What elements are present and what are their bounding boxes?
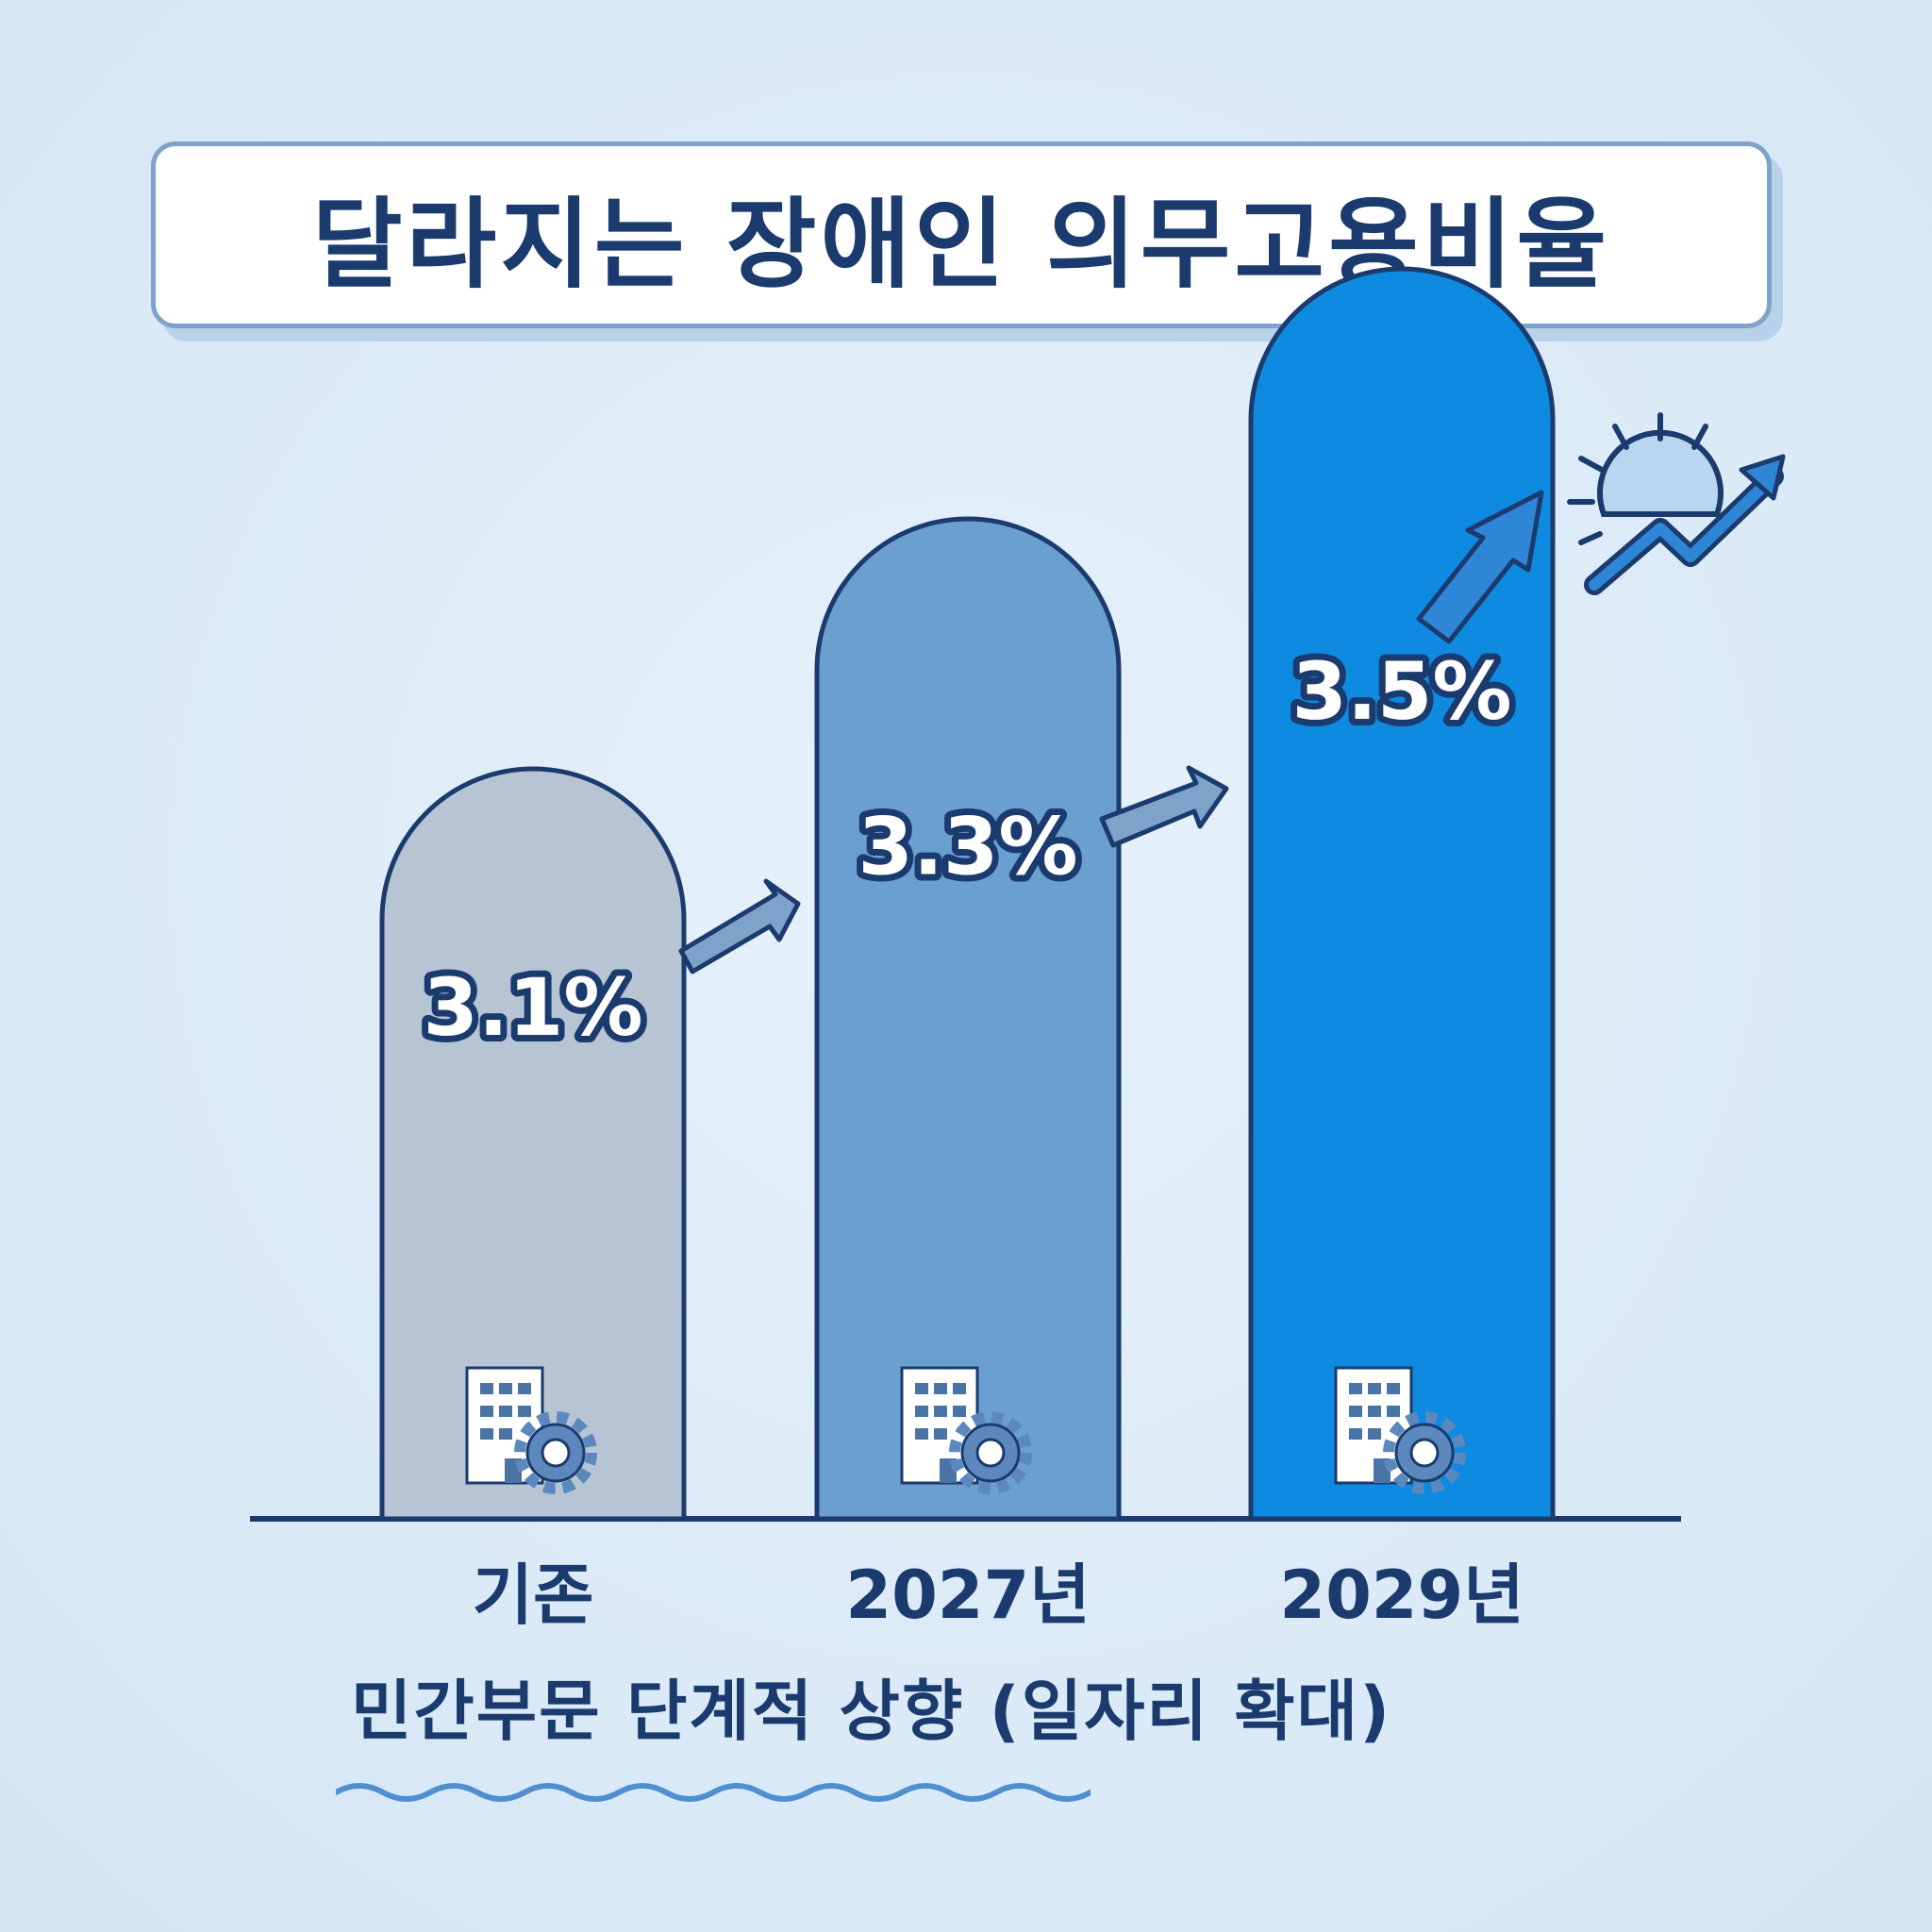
- bar: [379, 766, 687, 1522]
- arrow-up-right-icon: [1099, 765, 1229, 848]
- arrow-up-right-icon: [678, 878, 801, 974]
- subtitle: 민간부문 단계적 상향 (일자리 확대): [351, 1673, 1392, 1750]
- arrow-up-right-icon: [1416, 490, 1544, 644]
- bar: [814, 516, 1122, 1522]
- category-label: 기존: [473, 1557, 594, 1634]
- bar-group: 3.1% 기존: [379, 766, 687, 1634]
- sun-trend-arrow-icon: [1567, 412, 1786, 595]
- bar: [1248, 266, 1556, 1522]
- category-label: 2029년: [1279, 1557, 1524, 1634]
- bar-value-label: 3.1%: [424, 961, 643, 1054]
- bar-group: 3.3% 2027년: [814, 516, 1122, 1634]
- wavy-underline: [336, 1783, 1091, 1802]
- bar-group: 3.5% 2029년: [1248, 266, 1556, 1634]
- category-label: 2027년: [845, 1557, 1090, 1634]
- bar-value-label: 3.3%: [858, 800, 1078, 892]
- bar-value-label: 3.5%: [1292, 645, 1512, 738]
